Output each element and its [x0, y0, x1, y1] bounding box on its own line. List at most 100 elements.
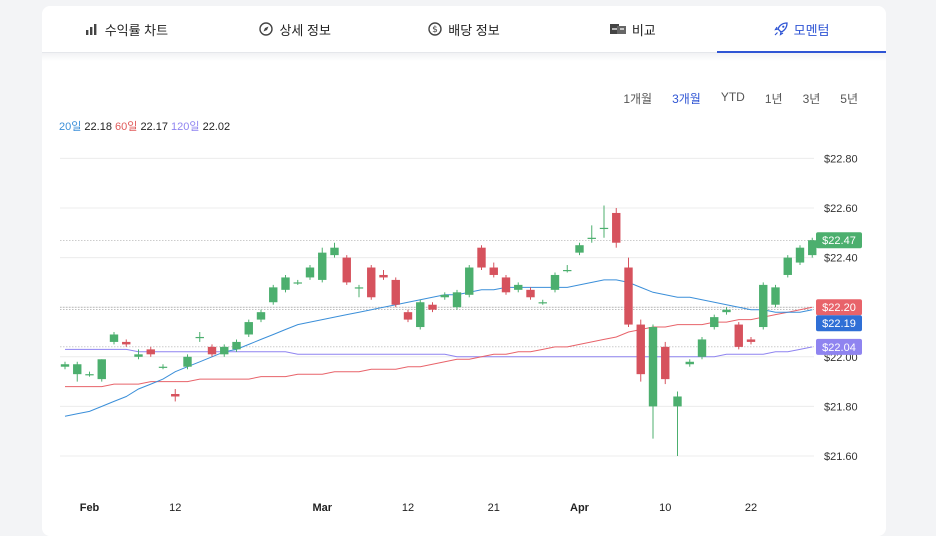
- range-1y[interactable]: 1년: [764, 92, 783, 106]
- tab-dividends[interactable]: $ 배당 정보: [380, 6, 549, 52]
- compass-icon: [259, 22, 274, 36]
- momentum-card: 수익률 차트 상세 정보 $ 배당 정보 비교 모멘텀 1개월 3개월 YTD …: [42, 6, 886, 536]
- candle-body: [391, 279, 400, 305]
- candle-body: [220, 346, 229, 355]
- candle-body: [514, 284, 523, 290]
- tab-label: 비교: [631, 22, 656, 38]
- range-1m[interactable]: 1개월: [623, 92, 653, 106]
- candle-body: [465, 267, 474, 295]
- candle-body: [734, 324, 743, 347]
- candle-body: [256, 312, 266, 320]
- bar-chart-icon: [85, 24, 97, 35]
- x-tick-label: 12: [169, 502, 181, 514]
- x-tick-label: 10: [659, 502, 671, 514]
- range-5y[interactable]: 5년: [840, 92, 858, 106]
- candle-body: [587, 237, 596, 239]
- tab-shadow: [42, 53, 886, 61]
- candle-body: [171, 394, 180, 397]
- candle-body: [575, 245, 584, 253]
- tab-label: 상세 정보: [279, 22, 331, 38]
- candle-body: [636, 324, 645, 375]
- candle-body: [134, 354, 143, 357]
- candle-body: [158, 366, 168, 368]
- candle-body: [489, 267, 498, 275]
- candle-body: [183, 356, 192, 367]
- y-tick-label: $22.40: [824, 253, 858, 265]
- y-tick-label: $21.80: [824, 401, 858, 413]
- compare-icon: [609, 24, 626, 34]
- tab-label: 모멘텀: [793, 22, 830, 38]
- candle-body: [477, 247, 486, 268]
- candle-body: [244, 322, 253, 335]
- tab-momentum[interactable]: 모멘텀: [717, 6, 886, 53]
- candle-body: [232, 341, 241, 350]
- candle-body: [452, 292, 462, 308]
- last-value-badge: [816, 315, 862, 332]
- candle-body: [60, 364, 70, 367]
- candle-body: [379, 274, 388, 278]
- tab-details[interactable]: 상세 정보: [211, 6, 380, 52]
- candle-body: [710, 317, 719, 328]
- candle-body: [354, 287, 364, 289]
- candle-body: [342, 257, 351, 283]
- x-tick-label: 12: [402, 502, 414, 514]
- candle-body: [612, 212, 621, 243]
- last-value-text: $22.19: [822, 318, 856, 330]
- ma60-line: [65, 306, 813, 388]
- candle-body: [673, 396, 682, 407]
- candle-body: [122, 341, 131, 345]
- candle-body: [281, 277, 290, 290]
- candle-body: [195, 336, 204, 339]
- candle-body: [722, 309, 731, 313]
- candle-body: [808, 240, 817, 256]
- ma120-label: 120일: [171, 121, 200, 133]
- ma60-value: 22.17: [140, 121, 168, 133]
- ma20-label: 20일: [59, 121, 82, 133]
- candle-body: [795, 247, 805, 263]
- candle-body: [73, 364, 82, 375]
- candle-body: [269, 287, 278, 303]
- candle-body: [599, 227, 609, 230]
- last-value-text: $22.47: [822, 235, 856, 247]
- candle-body: [330, 247, 339, 256]
- x-tick-label: Feb: [80, 502, 100, 514]
- tab-label: 수익률 차트: [104, 22, 169, 38]
- last-value-badge: [816, 338, 862, 355]
- candle-body: [85, 374, 94, 376]
- candle-body: [403, 312, 413, 320]
- candle-body: [207, 346, 217, 355]
- candle-body: [146, 349, 155, 355]
- candle-body: [685, 361, 694, 365]
- candle-body: [771, 287, 780, 305]
- x-tick-label: Apr: [570, 502, 590, 514]
- candle-body: [293, 282, 302, 284]
- x-tick-label: 22: [745, 502, 757, 514]
- candle-body: [563, 270, 572, 272]
- candle-body: [367, 267, 376, 298]
- tab-compare[interactable]: 비교: [548, 6, 717, 52]
- x-tick-label: 21: [488, 502, 500, 514]
- range-3m[interactable]: 3개월: [672, 92, 701, 106]
- range-selector: 1개월 3개월 YTD 1년 3년 5년: [613, 90, 868, 107]
- moving-average-legend: 20일 22.18 60일 22.17 120일 22.02: [59, 118, 230, 134]
- last-value-text: $22.20: [822, 302, 856, 314]
- ma20-value: 22.18: [84, 121, 112, 133]
- last-value-badge: [816, 299, 862, 316]
- candle-body: [783, 257, 792, 275]
- ma120-value: 22.02: [202, 121, 231, 133]
- y-tick-label: $21.60: [824, 451, 858, 463]
- range-3y[interactable]: 3년: [802, 92, 821, 106]
- candle-body: [648, 327, 658, 407]
- candle-body: [538, 302, 547, 304]
- candle-body: [526, 289, 535, 298]
- candle-body: [428, 304, 437, 310]
- y-tick-label: $22.80: [824, 153, 858, 165]
- tab-label: 배당 정보: [448, 22, 500, 38]
- last-value-text: $22.04: [822, 342, 856, 354]
- candle-body: [416, 302, 425, 328]
- range-ytd[interactable]: YTD: [720, 90, 745, 104]
- candle-body: [318, 252, 327, 280]
- candle-body: [746, 339, 756, 342]
- price-chart[interactable]: $22.80$22.60$22.40$22.20$22.00$21.80$21.…: [42, 6, 886, 527]
- tab-returns-chart[interactable]: 수익률 차트: [42, 6, 211, 52]
